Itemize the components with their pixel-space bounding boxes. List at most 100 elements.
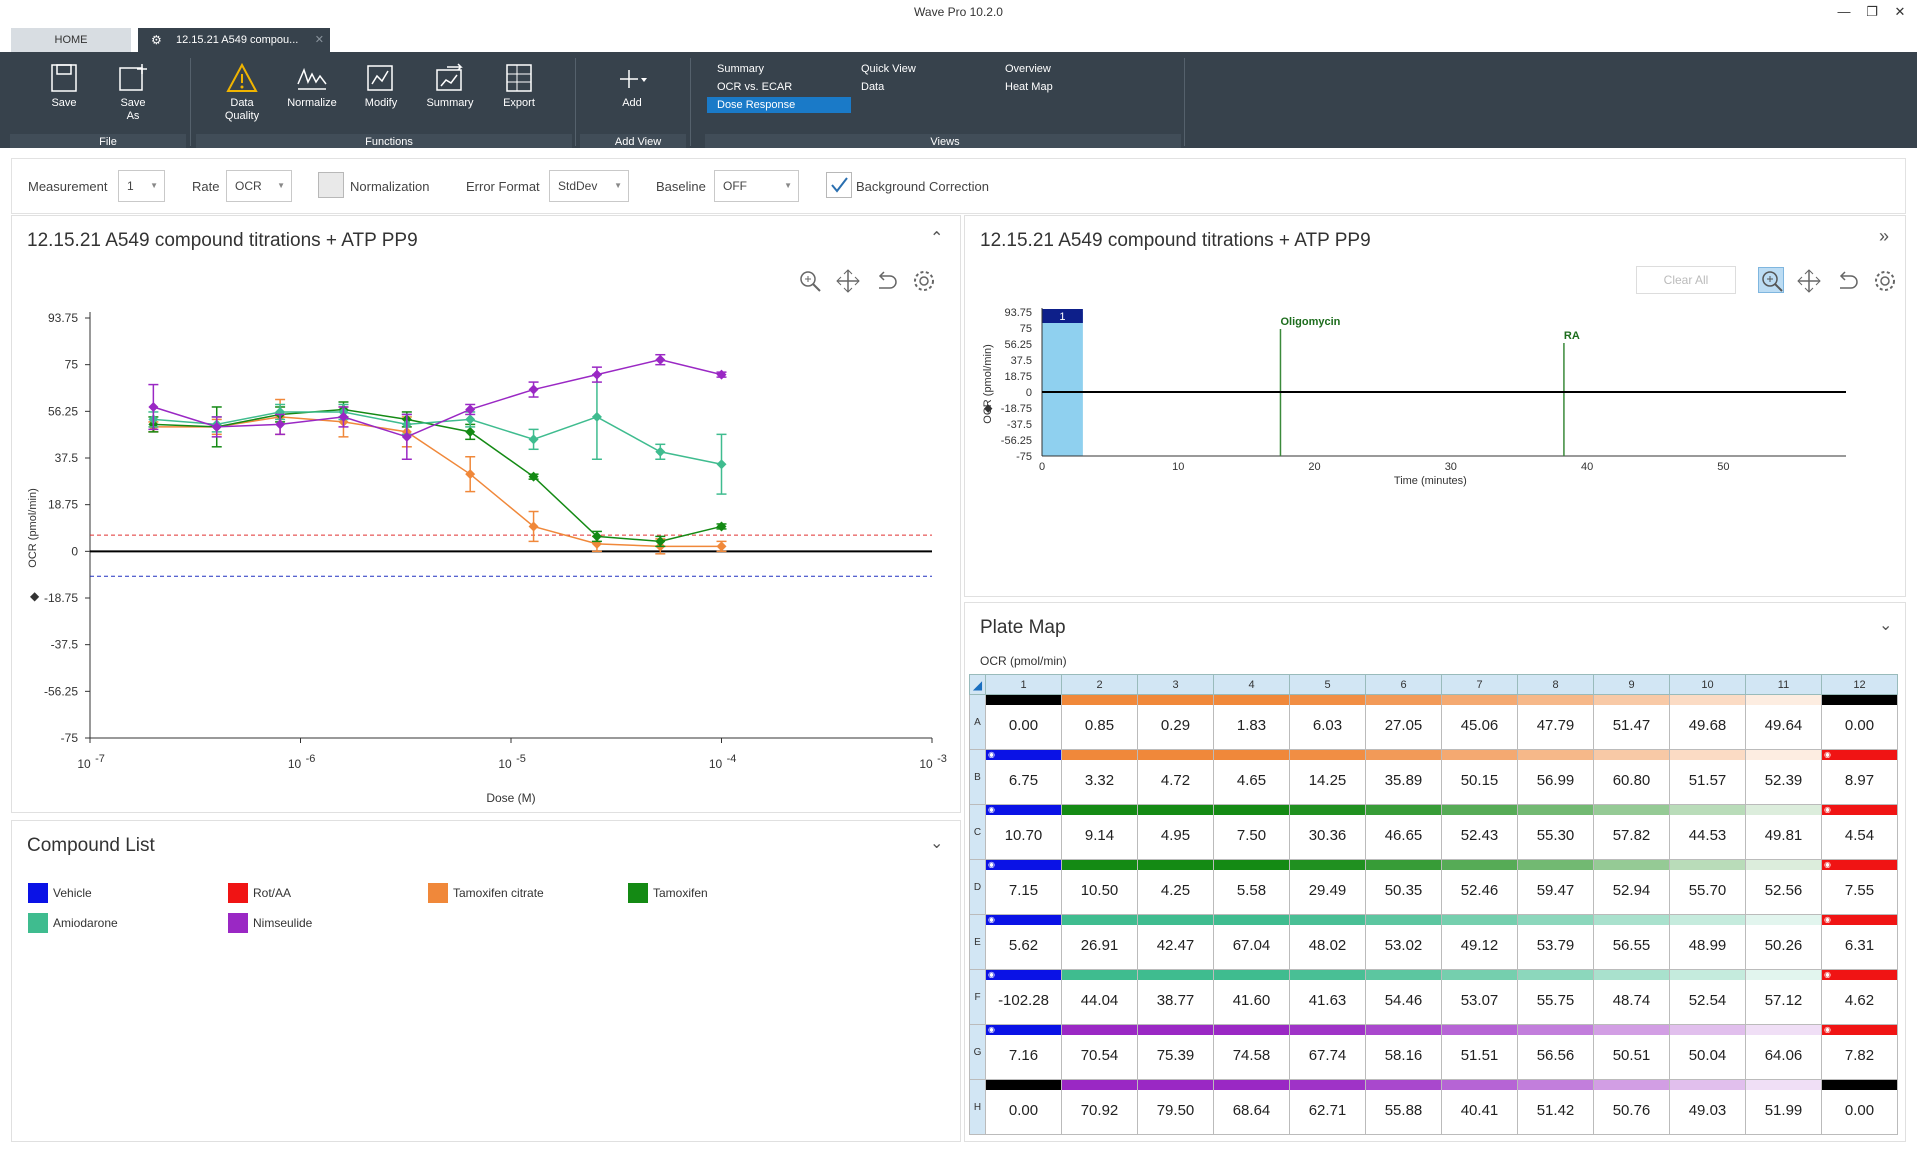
view-quick-view[interactable]: Quick View <box>861 63 916 75</box>
plate-well[interactable]: 40.41 <box>1441 1079 1518 1135</box>
view-dose-response[interactable]: Dose Response <box>707 97 851 113</box>
settings-icon[interactable] <box>1872 268 1898 294</box>
plate-well[interactable]: 48.02 <box>1289 914 1366 970</box>
plate-well[interactable]: 4.25 <box>1137 859 1214 915</box>
plate-well[interactable]: 64.06 <box>1745 1024 1822 1080</box>
pan-icon[interactable] <box>1796 268 1822 294</box>
plate-well[interactable]: 50.51 <box>1593 1024 1670 1080</box>
plate-well[interactable]: ◉ 6.31 <box>1821 914 1898 970</box>
plate-well[interactable]: ◉ 7.82 <box>1821 1024 1898 1080</box>
plate-well[interactable]: 56.55 <box>1593 914 1670 970</box>
plate-well[interactable]: 55.70 <box>1669 859 1746 915</box>
plate-column-header[interactable]: 2 <box>1061 674 1138 695</box>
plate-well[interactable]: 5.58 <box>1213 859 1290 915</box>
plate-row-header[interactable]: F <box>969 969 986 1025</box>
plate-well[interactable]: 51.42 <box>1517 1079 1594 1135</box>
plate-well[interactable]: 62.71 <box>1289 1079 1366 1135</box>
plate-well[interactable]: 26.91 <box>1061 914 1138 970</box>
view-data[interactable]: Data <box>861 81 885 93</box>
plate-well[interactable]: 60.80 <box>1593 749 1670 805</box>
plate-well[interactable]: 10.50 <box>1061 859 1138 915</box>
plate-well[interactable]: 49.12 <box>1441 914 1518 970</box>
plate-well[interactable]: 56.99 <box>1517 749 1594 805</box>
plate-well[interactable]: 59.47 <box>1517 859 1594 915</box>
plate-well[interactable]: 49.03 <box>1669 1079 1746 1135</box>
zoom-icon[interactable] <box>1758 267 1784 293</box>
view-ocr-ecar[interactable]: OCR vs. ECAR <box>717 81 793 93</box>
plate-row-header[interactable]: A <box>969 694 986 750</box>
plate-well[interactable]: 55.30 <box>1517 804 1594 860</box>
save-button[interactable]: Save <box>34 62 94 110</box>
plate-well[interactable]: 6.03 <box>1289 694 1366 750</box>
plate-well[interactable]: 52.39 <box>1745 749 1822 805</box>
plate-well[interactable]: 50.76 <box>1593 1079 1670 1135</box>
plate-well[interactable]: 57.12 <box>1745 969 1822 1025</box>
plate-well[interactable]: 58.16 <box>1365 1024 1442 1080</box>
plate-well[interactable]: 27.05 <box>1365 694 1442 750</box>
plate-well[interactable]: 0.29 <box>1137 694 1214 750</box>
plate-row-header[interactable]: H <box>969 1079 986 1135</box>
plate-well[interactable]: 67.74 <box>1289 1024 1366 1080</box>
plate-column-header[interactable]: 10 <box>1669 674 1746 695</box>
plate-well[interactable]: 3.32 <box>1061 749 1138 805</box>
plate-well[interactable]: 52.46 <box>1441 859 1518 915</box>
plate-well[interactable]: ◉ 7.16 <box>985 1024 1062 1080</box>
plate-well[interactable]: 38.77 <box>1137 969 1214 1025</box>
tab-home[interactable]: HOME <box>11 28 131 52</box>
restore-icon[interactable]: ❐ <box>1866 4 1878 19</box>
plate-well[interactable]: 46.65 <box>1365 804 1442 860</box>
view-summary[interactable]: Summary <box>717 63 765 75</box>
baseline-select[interactable]: OFF ▼ <box>714 170 799 202</box>
plate-well[interactable]: 9.14 <box>1061 804 1138 860</box>
plate-well[interactable]: ◉ 4.62 <box>1821 969 1898 1025</box>
plate-column-header[interactable]: 11 <box>1745 674 1822 695</box>
plate-well[interactable]: 57.82 <box>1593 804 1670 860</box>
plate-well[interactable]: 50.15 <box>1441 749 1518 805</box>
plate-well[interactable]: 48.99 <box>1669 914 1746 970</box>
plate-column-header[interactable]: 4 <box>1213 674 1290 695</box>
measurement-select[interactable]: 1 ▼ <box>118 170 165 202</box>
plate-well[interactable]: 4.72 <box>1137 749 1214 805</box>
plate-well[interactable]: ◉ 5.62 <box>985 914 1062 970</box>
view-heat-map[interactable]: Heat Map <box>1005 81 1053 93</box>
plate-well[interactable]: 47.79 <box>1517 694 1594 750</box>
rate-select[interactable]: OCR ▼ <box>226 170 292 202</box>
tab-document[interactable]: ⚙ 12.15.21 A549 compou... ✕ <box>138 28 330 52</box>
plate-well[interactable]: 44.04 <box>1061 969 1138 1025</box>
plate-well[interactable]: ◉ 7.55 <box>1821 859 1898 915</box>
plate-well[interactable]: 35.89 <box>1365 749 1442 805</box>
undo-icon[interactable] <box>873 268 899 294</box>
plate-well[interactable]: 49.68 <box>1669 694 1746 750</box>
plate-well[interactable]: 50.35 <box>1365 859 1442 915</box>
plate-well[interactable]: 29.49 <box>1289 859 1366 915</box>
settings-icon[interactable] <box>911 268 937 294</box>
plate-row-header[interactable]: D <box>969 859 986 915</box>
normalization-checkbox[interactable] <box>318 172 344 198</box>
plate-column-header[interactable]: 1 <box>985 674 1062 695</box>
plate-well[interactable]: 44.53 <box>1669 804 1746 860</box>
error-format-select[interactable]: StdDev ▼ <box>549 170 629 202</box>
plate-well[interactable]: 0.00 <box>1821 694 1898 750</box>
plate-well[interactable]: ◉ 10.70 <box>985 804 1062 860</box>
plate-column-header[interactable]: 5 <box>1289 674 1366 695</box>
plate-well[interactable]: 1.83 <box>1213 694 1290 750</box>
plate-row-header[interactable]: B <box>969 749 986 805</box>
plate-well[interactable]: 51.51 <box>1441 1024 1518 1080</box>
plate-well[interactable]: 79.50 <box>1137 1079 1214 1135</box>
plate-well[interactable]: 30.36 <box>1289 804 1366 860</box>
close-icon[interactable]: ✕ <box>1894 4 1906 19</box>
plate-well[interactable]: 52.54 <box>1669 969 1746 1025</box>
plate-well[interactable]: 49.81 <box>1745 804 1822 860</box>
plate-well[interactable]: 52.56 <box>1745 859 1822 915</box>
plate-well[interactable]: 53.07 <box>1441 969 1518 1025</box>
save-as-button[interactable]: Save As <box>102 62 164 123</box>
modify-button[interactable]: Modify <box>351 62 411 110</box>
summary-button[interactable]: Summary <box>420 62 480 110</box>
plate-well[interactable]: 4.65 <box>1213 749 1290 805</box>
plate-well[interactable]: 41.63 <box>1289 969 1366 1025</box>
plate-column-header[interactable]: 7 <box>1441 674 1518 695</box>
plate-well[interactable]: 0.00 <box>985 694 1062 750</box>
plate-row-header[interactable]: C <box>969 804 986 860</box>
plate-well[interactable]: 53.79 <box>1517 914 1594 970</box>
plate-well[interactable]: 67.04 <box>1213 914 1290 970</box>
